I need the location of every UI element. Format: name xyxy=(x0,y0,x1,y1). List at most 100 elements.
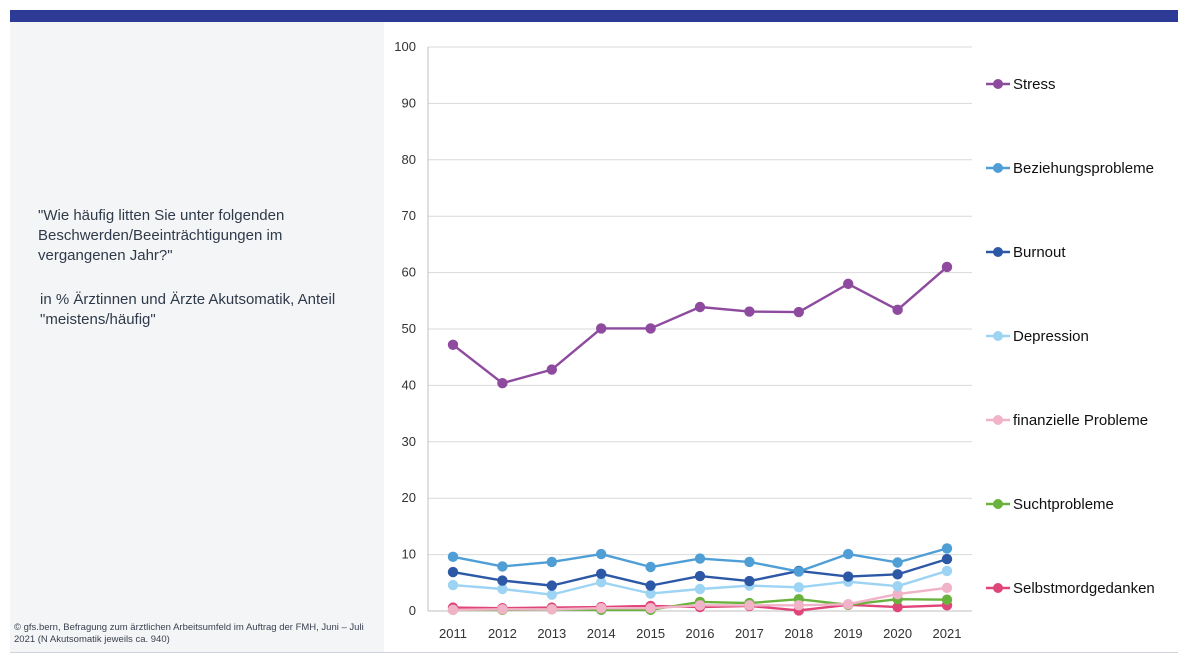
data-point xyxy=(546,556,557,568)
data-point xyxy=(892,580,903,592)
data-point xyxy=(941,565,953,577)
y-tick-label: 90 xyxy=(402,95,416,110)
x-tick-label: 2019 xyxy=(834,626,863,641)
data-point xyxy=(447,579,459,591)
header-bar xyxy=(10,10,1178,22)
data-point xyxy=(892,601,903,613)
x-tick-label: 2015 xyxy=(636,626,665,641)
legend-label: Stress xyxy=(1013,76,1056,93)
data-point xyxy=(892,588,903,600)
y-axis-ticks: 0 10 20 30 40 50 60 70 80 90 100 xyxy=(394,39,416,618)
data-point xyxy=(645,588,656,599)
legend-label: Suchtprobleme xyxy=(1013,496,1114,513)
data-point xyxy=(645,602,656,614)
bottom-divider xyxy=(10,652,1178,653)
legend-label: Selbstmordgedanken xyxy=(1013,580,1155,597)
x-axis-ticks: 2011 2012 2013 2014 2015 2016 2017 2018 2019 2020… xyxy=(439,626,961,641)
x-tick-label: 2013 xyxy=(537,626,566,641)
legend-label: Burnout xyxy=(1013,244,1066,261)
x-tick-label: 2018 xyxy=(784,626,813,641)
data-point xyxy=(447,551,459,563)
legend-swatch-marker xyxy=(993,163,1003,173)
data-point xyxy=(941,553,953,565)
chart-subtitle: in % Ärztinnen und Ärzte Akutsomatik, An… xyxy=(40,291,336,328)
data-point xyxy=(447,604,459,616)
data-point xyxy=(843,571,854,582)
series-line xyxy=(452,266,948,385)
data-point xyxy=(546,589,557,600)
data-point xyxy=(546,604,557,615)
x-tick-label: 2014 xyxy=(587,626,616,641)
data-point xyxy=(596,323,607,334)
data-point xyxy=(694,553,706,564)
survey-question: "Wie häufig litten Sie unter folgenden B… xyxy=(38,207,285,264)
y-tick-label: 30 xyxy=(402,434,416,449)
legend-swatch-marker xyxy=(993,415,1003,425)
data-point xyxy=(843,548,854,560)
data-point xyxy=(596,577,607,588)
y-tick-label: 70 xyxy=(402,208,416,223)
x-tick-label: 2020 xyxy=(883,626,912,641)
y-tick-label: 60 xyxy=(402,265,416,280)
data-point xyxy=(744,556,755,568)
x-tick-label: 2012 xyxy=(488,626,517,641)
legend-swatch-marker xyxy=(993,499,1003,509)
data-point xyxy=(645,323,656,334)
data-point xyxy=(892,304,903,316)
data-point xyxy=(447,566,459,578)
legend-swatch-marker xyxy=(993,331,1003,341)
legend-swatch-marker xyxy=(993,583,1003,593)
data-point xyxy=(596,602,607,614)
data-point xyxy=(843,599,854,610)
y-tick-label: 40 xyxy=(402,377,416,392)
data-point xyxy=(497,604,508,615)
left-panel xyxy=(10,22,384,652)
data-point xyxy=(497,561,508,572)
x-tick-label: 2021 xyxy=(933,626,962,641)
data-point xyxy=(694,301,706,313)
data-point xyxy=(645,561,656,573)
x-tick-label: 2017 xyxy=(735,626,764,641)
legend-label: Beziehungsprobleme xyxy=(1013,160,1154,177)
y-tick-label: 50 xyxy=(402,321,416,336)
y-tick-label: 20 xyxy=(402,490,416,505)
y-tick-label: 10 xyxy=(402,547,416,562)
data-point xyxy=(546,580,557,591)
legend-swatch-marker xyxy=(993,79,1003,89)
data-point xyxy=(694,600,706,611)
data-point xyxy=(941,261,953,273)
data-point xyxy=(941,543,953,554)
legend-swatch-marker xyxy=(993,247,1003,257)
data-point xyxy=(694,570,706,582)
legend-label: Depression xyxy=(1013,328,1089,345)
data-point xyxy=(793,306,804,318)
data-point xyxy=(892,557,903,568)
y-tick-label: 100 xyxy=(394,39,416,54)
data-point xyxy=(596,548,607,560)
data-point xyxy=(941,594,953,605)
series-points xyxy=(447,261,953,616)
data-point xyxy=(892,569,903,580)
data-point xyxy=(744,600,755,611)
y-tick-label: 0 xyxy=(409,603,416,618)
data-point xyxy=(793,600,804,611)
x-tick-label: 2011 xyxy=(439,626,467,641)
legend-label: finanzielle Probleme xyxy=(1013,412,1148,429)
data-point xyxy=(447,339,459,350)
data-point xyxy=(941,582,953,594)
data-point xyxy=(694,583,706,595)
x-tick-label: 2016 xyxy=(686,626,715,641)
chart-grid xyxy=(427,46,972,612)
data-point xyxy=(546,364,557,375)
data-point xyxy=(793,566,804,577)
data-point xyxy=(596,568,607,579)
data-point xyxy=(645,580,656,591)
data-point xyxy=(744,575,755,587)
data-point xyxy=(497,575,508,586)
source-note: © gfs.bern, Befragung zum ärztlichen Arb… xyxy=(14,622,364,645)
data-point xyxy=(497,377,508,389)
data-point xyxy=(793,582,804,593)
y-tick-label: 80 xyxy=(402,152,416,167)
chart-legend: Stress Beziehungsprobleme Burnout Depressio… xyxy=(986,76,1155,597)
